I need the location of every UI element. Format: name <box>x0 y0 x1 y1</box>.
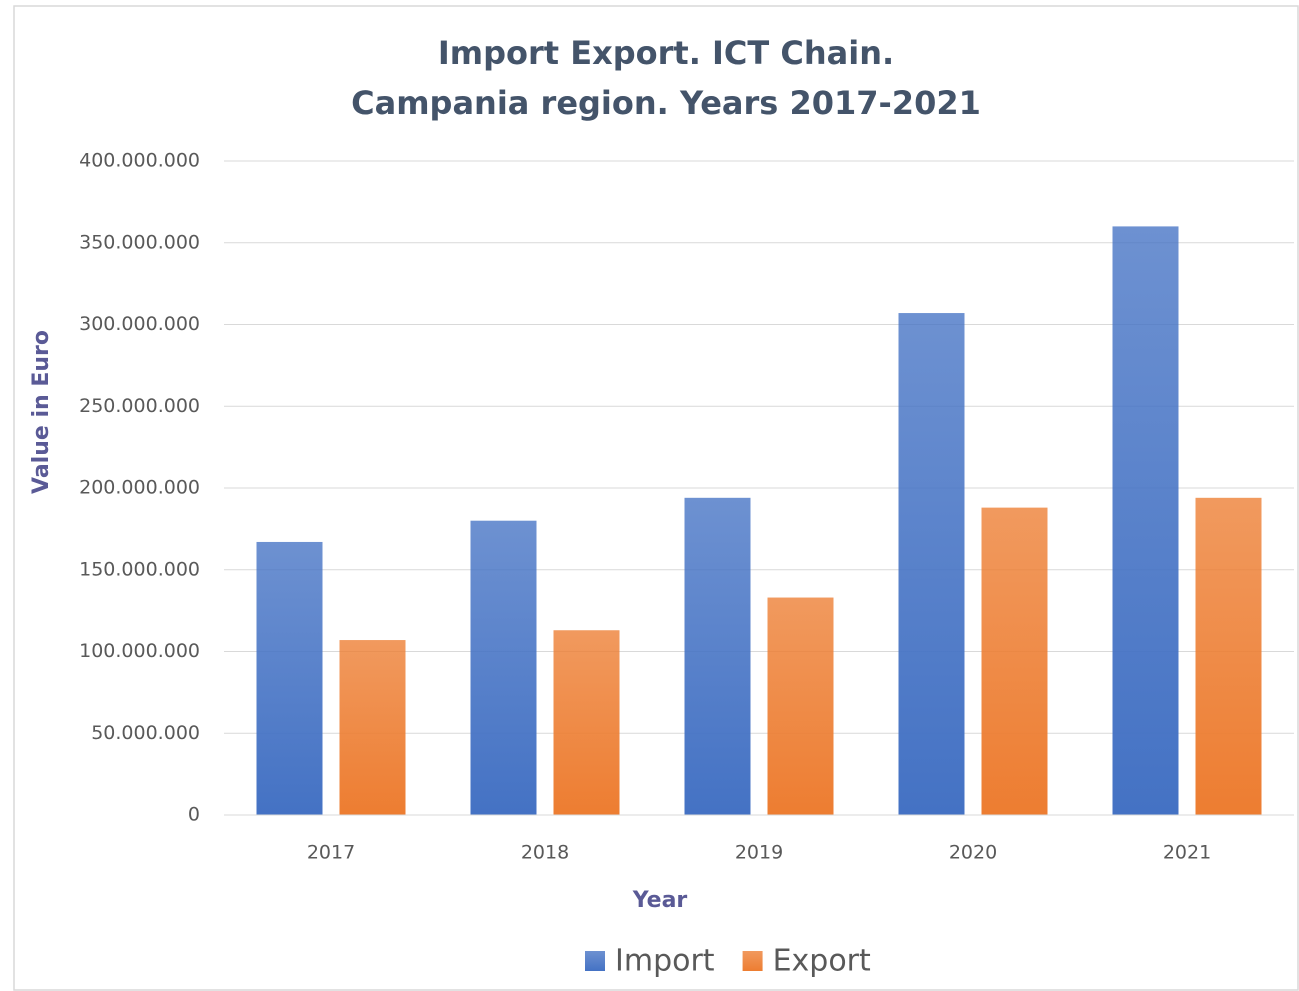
y-tick-label: 300.000.000 <box>79 313 200 335</box>
legend-label: Export <box>773 944 871 979</box>
bar <box>339 640 406 815</box>
bar <box>553 630 620 815</box>
y-tick-label: 50.000.000 <box>91 722 200 744</box>
y-tick-label: 350.000.000 <box>79 231 200 253</box>
bar <box>981 507 1048 815</box>
legend-swatch <box>585 951 605 971</box>
y-tick-label: 0 <box>188 804 200 826</box>
bar <box>1112 226 1179 815</box>
y-axis-title: Value in Euro <box>29 330 54 494</box>
y-tick-label: 250.000.000 <box>79 395 200 417</box>
y-tick-label: 200.000.000 <box>79 477 200 499</box>
x-axis-title: Year <box>632 888 688 913</box>
bar <box>470 520 537 815</box>
bar <box>684 497 751 815</box>
bar <box>256 541 323 815</box>
legend-label: Import <box>615 944 715 979</box>
bar <box>767 597 834 815</box>
chart-frame <box>13 5 1299 991</box>
y-tick-label: 150.000.000 <box>79 558 200 580</box>
y-tick-label: 100.000.000 <box>79 640 200 662</box>
x-tick-label: 2018 <box>521 842 569 864</box>
y-tick-label: 400.000.000 <box>79 150 200 172</box>
bar <box>1195 497 1262 815</box>
chart-title: Campania region. Years 2017-2021 <box>351 84 981 122</box>
x-tick-label: 2017 <box>307 842 355 864</box>
chart-title: Import Export. ICT Chain. <box>438 34 894 72</box>
x-tick-label: 2019 <box>735 842 783 864</box>
legend-swatch <box>742 951 763 971</box>
x-tick-label: 2021 <box>1163 842 1211 864</box>
bar <box>898 313 965 815</box>
x-tick-label: 2020 <box>949 842 997 864</box>
